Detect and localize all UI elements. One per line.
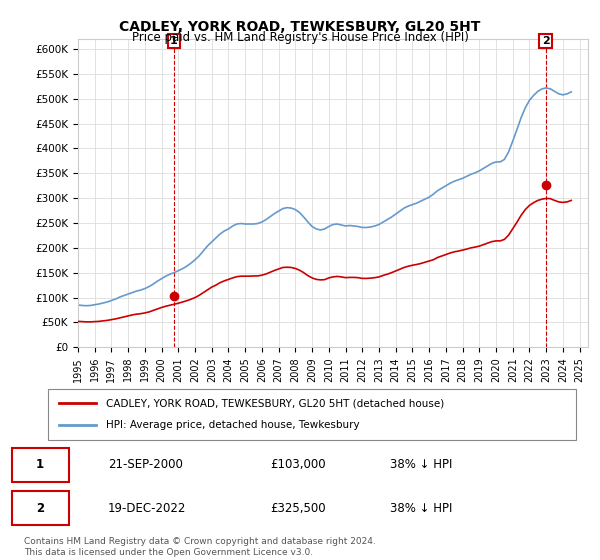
Text: HPI: Average price, detached house, Tewkesbury: HPI: Average price, detached house, Tewk… xyxy=(106,421,360,431)
Text: 1: 1 xyxy=(170,36,178,46)
Text: 21-SEP-2000: 21-SEP-2000 xyxy=(108,458,183,471)
Text: 1: 1 xyxy=(36,458,44,471)
Text: CADLEY, YORK ROAD, TEWKESBURY, GL20 5HT (detached house): CADLEY, YORK ROAD, TEWKESBURY, GL20 5HT … xyxy=(106,398,445,408)
Text: 2: 2 xyxy=(36,502,44,515)
Text: CADLEY, YORK ROAD, TEWKESBURY, GL20 5HT: CADLEY, YORK ROAD, TEWKESBURY, GL20 5HT xyxy=(119,20,481,34)
Text: Contains HM Land Registry data © Crown copyright and database right 2024.: Contains HM Land Registry data © Crown c… xyxy=(24,537,376,546)
Text: 19-DEC-2022: 19-DEC-2022 xyxy=(108,502,187,515)
Text: Price paid vs. HM Land Registry's House Price Index (HPI): Price paid vs. HM Land Registry's House … xyxy=(131,31,469,44)
Text: £325,500: £325,500 xyxy=(270,502,326,515)
FancyBboxPatch shape xyxy=(12,448,69,482)
Text: £103,000: £103,000 xyxy=(270,458,326,471)
Text: 38% ↓ HPI: 38% ↓ HPI xyxy=(390,502,452,515)
Text: 2: 2 xyxy=(542,36,550,46)
FancyBboxPatch shape xyxy=(12,491,69,525)
Text: This data is licensed under the Open Government Licence v3.0.: This data is licensed under the Open Gov… xyxy=(24,548,313,557)
Text: 38% ↓ HPI: 38% ↓ HPI xyxy=(390,458,452,471)
FancyBboxPatch shape xyxy=(48,389,576,440)
